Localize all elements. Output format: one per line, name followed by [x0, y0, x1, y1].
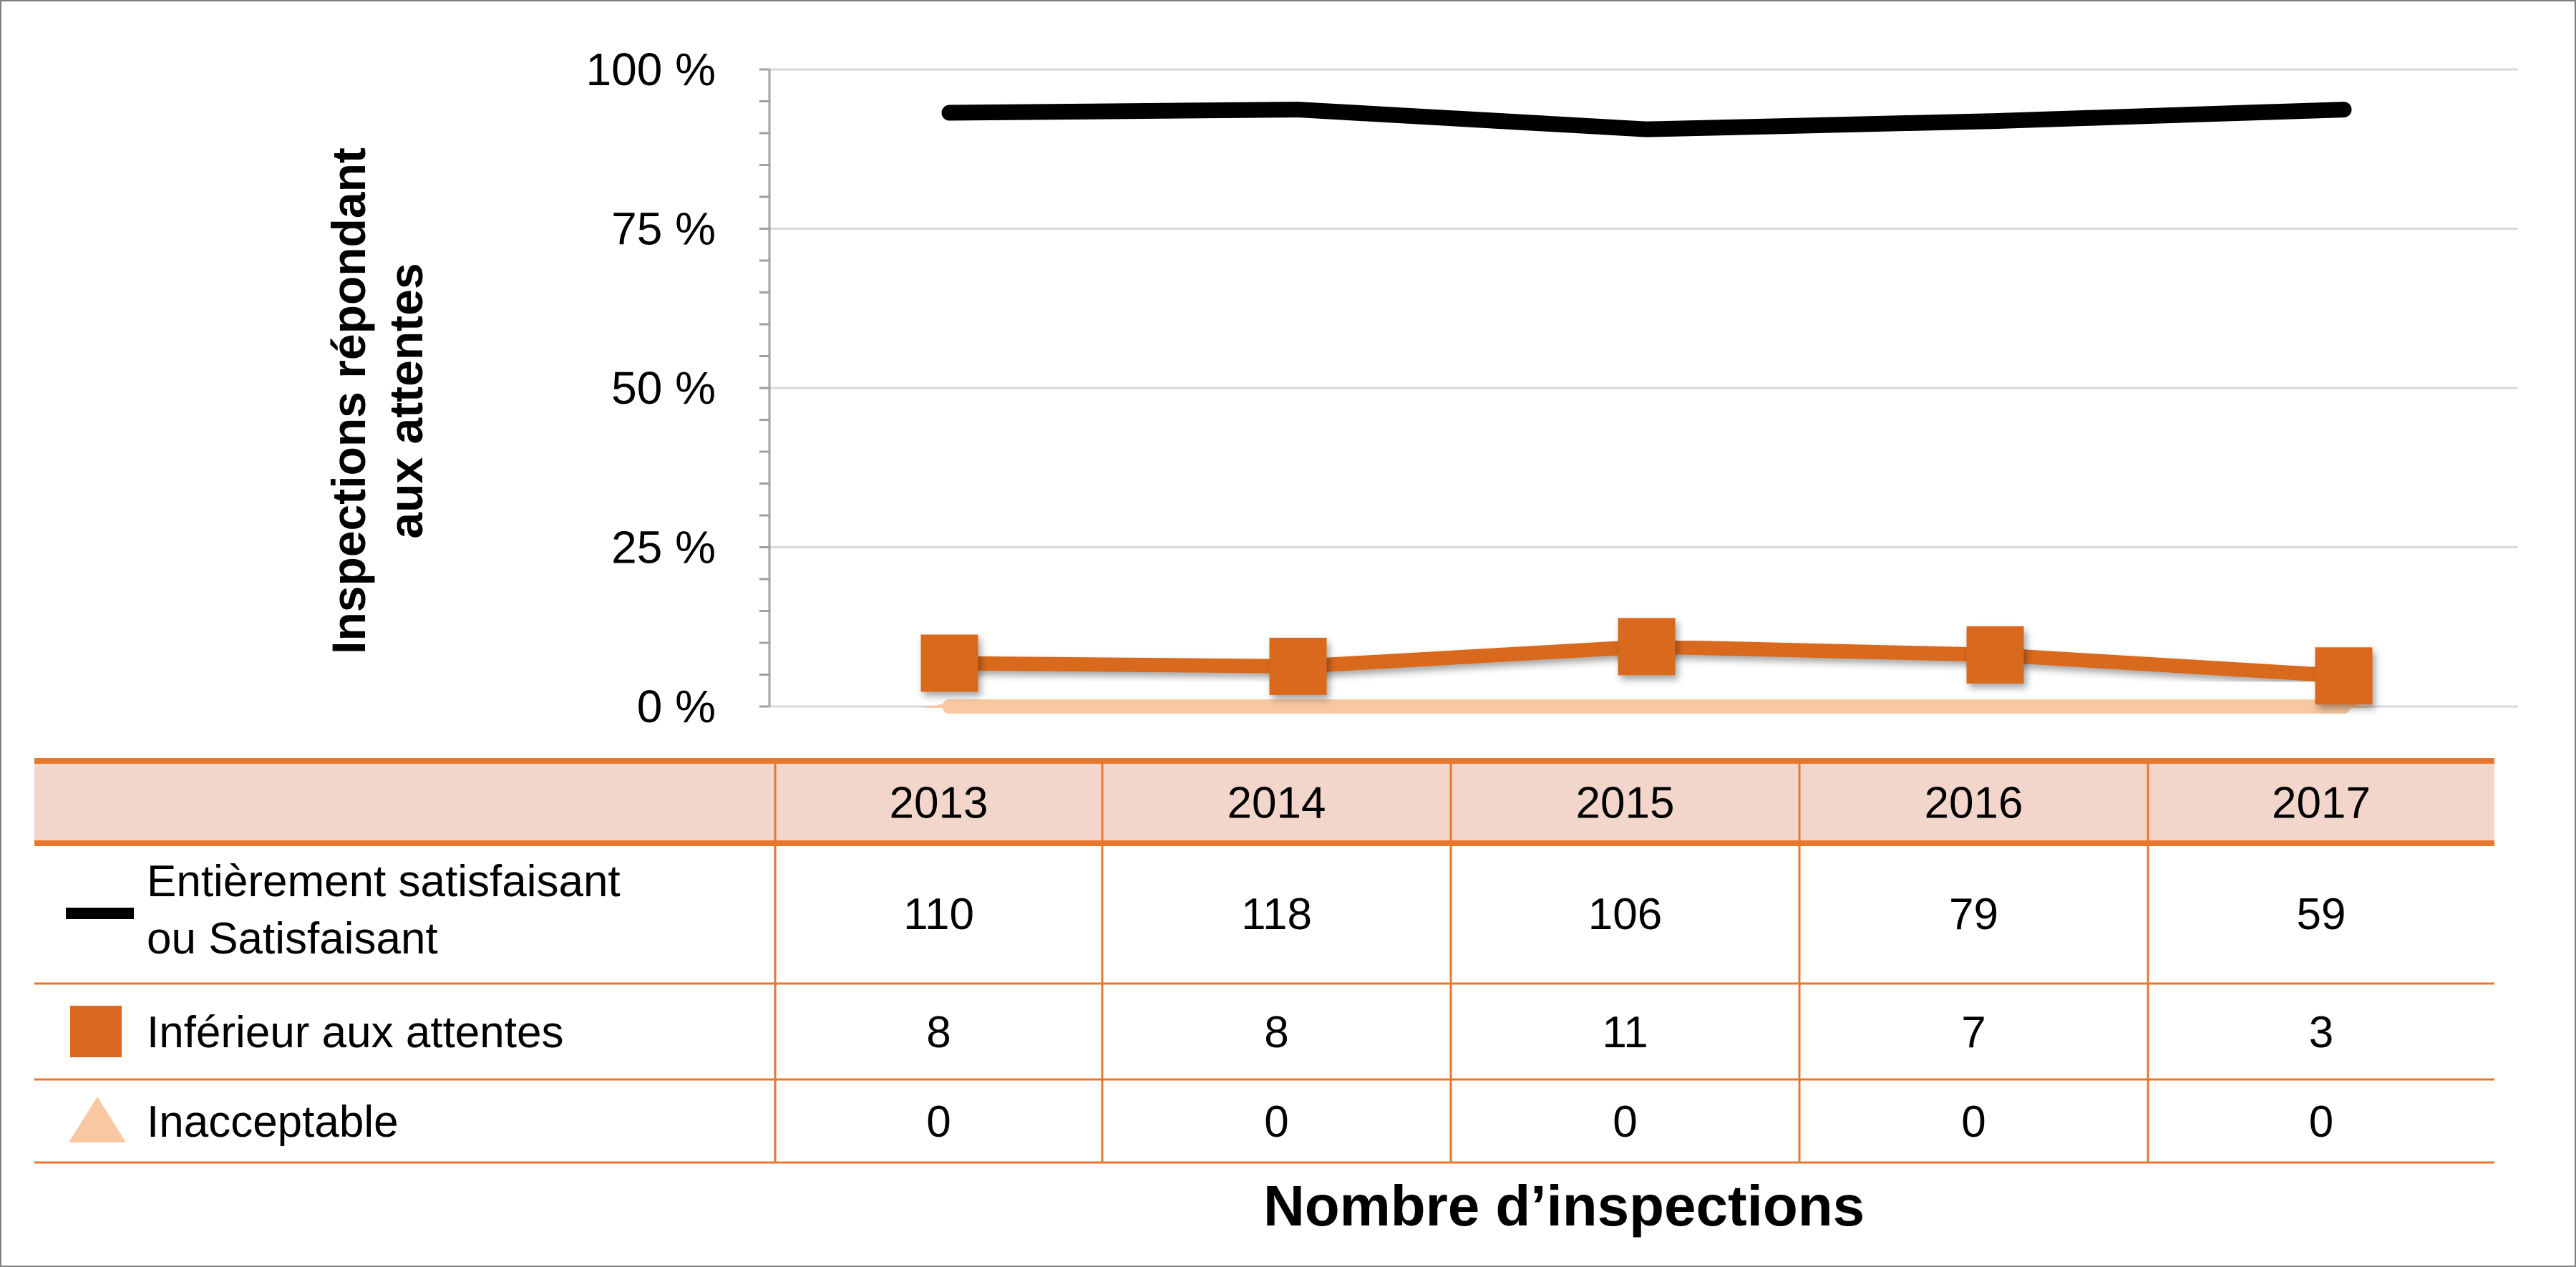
y-tick-label: 0 %	[637, 681, 716, 732]
series-2	[923, 699, 2370, 714]
legend-key	[66, 908, 134, 919]
table-cell-count: 79	[1949, 890, 1998, 939]
table-header-year: 2015	[1576, 779, 1675, 828]
table-header-year: 2016	[1925, 779, 2023, 828]
y-axis: 0 % 25 % 50 % 75 % 100 %	[586, 44, 771, 732]
table-cell-count: 110	[903, 890, 974, 939]
legend-label: Inférieur aux attentes	[147, 1008, 563, 1057]
data-point-square	[2315, 647, 2373, 705]
legend-label: Inacceptable	[147, 1097, 399, 1147]
series-1	[920, 618, 2373, 705]
gridlines	[769, 68, 2518, 708]
data-point-square	[920, 634, 978, 692]
y-axis-title-line-2: aux attentes	[379, 263, 432, 538]
legend-label: Entièrement satisfaisant	[147, 857, 621, 906]
table-header-year: 2013	[890, 779, 988, 828]
table-cell-count: 0	[2309, 1097, 2333, 1147]
table-cell-count: 106	[1588, 890, 1662, 939]
table-cell-count: 118	[1241, 890, 1312, 939]
y-tick-label: 25 %	[611, 522, 716, 573]
y-axis-title: Inspections répondant aux attentes	[322, 147, 432, 654]
table-cell-count: 59	[2297, 890, 2346, 939]
data-point-square	[1269, 637, 1327, 695]
table-cell-count: 11	[1602, 1008, 1648, 1057]
data-point-triangle	[2318, 702, 2370, 708]
table-header-year: 2014	[1228, 779, 1326, 828]
series-line	[941, 102, 2352, 137]
legend-key	[69, 1097, 126, 1142]
data-table: 2013 2014 2015 2016 2017 Entièrement satisfai…	[34, 758, 2494, 1164]
y-axis-title-line-1: Inspections répondant	[322, 147, 375, 654]
table-cell-count: 0	[1264, 1097, 1288, 1147]
y-tick-label: 75 %	[611, 203, 716, 255]
table-cell-count: 8	[1264, 1008, 1288, 1057]
data-point-square	[1966, 626, 2024, 684]
data-point-triangle	[1620, 702, 1673, 708]
data-point-triangle	[923, 702, 976, 708]
data-point-triangle	[1969, 702, 2021, 708]
table-header-background	[34, 761, 2494, 843]
series-lines	[920, 102, 2373, 714]
table-cell-count: 0	[926, 1097, 951, 1147]
table-header-year: 2017	[2272, 779, 2371, 828]
y-tick-label: 50 %	[611, 362, 716, 414]
data-point-square	[1618, 618, 1676, 676]
series-0	[941, 102, 2352, 137]
legend-label: ou Satisfaisant	[147, 914, 438, 963]
table-cell-count: 8	[926, 1008, 951, 1057]
table-cell-count: 3	[2309, 1008, 2333, 1057]
table-cell-count: 0	[1961, 1097, 1986, 1147]
y-tick-label: 100 %	[586, 44, 716, 95]
data-point-triangle	[1272, 702, 1324, 708]
x-axis-title: Nombre d’inspections	[1263, 1174, 1865, 1238]
table-cell-count: 0	[1613, 1097, 1637, 1147]
legend-key	[70, 1006, 122, 1057]
table-cell-count: 7	[1961, 1008, 1986, 1057]
